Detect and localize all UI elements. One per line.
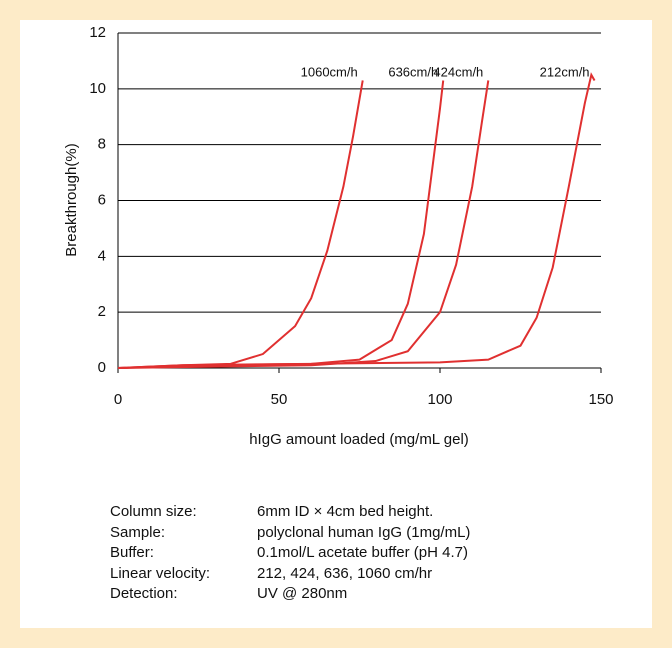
y-tick-label: 6 xyxy=(98,191,106,208)
series-label: 212cm/h xyxy=(540,64,590,79)
y-tick-label: 2 xyxy=(98,303,106,320)
note-key: Sample: xyxy=(110,523,166,541)
y-tick-label: 0 xyxy=(98,359,106,376)
note-row: Detection: UV @ 280nm xyxy=(110,584,470,605)
note-value: UV @ 280nm xyxy=(257,585,348,602)
series-label: 636cm/h xyxy=(388,64,438,79)
notes: Column size: 6mm ID × 4cm bed height. Samp… xyxy=(110,502,470,605)
note-key: Buffer: xyxy=(110,544,154,561)
y-tick-label: 12 xyxy=(89,24,106,41)
y-axis-label: Breakthrough(%) xyxy=(63,143,80,256)
note-value: 212, 424, 636, 1060 cm/hr xyxy=(257,564,433,582)
note-value: 0.1mol/L acetate buffer (pH 4.7) xyxy=(257,544,468,561)
x-axis-label: hIgG amount loaded (mg/mL gel) xyxy=(249,431,469,448)
x-tick-label: 100 xyxy=(427,391,452,408)
note-row: Linear velocity: 212, 424, 636, 1060 cm/h… xyxy=(110,564,470,585)
series-line xyxy=(117,80,490,369)
panel xyxy=(20,20,652,628)
note-value: 6mm ID × 4cm bed height. xyxy=(257,503,434,520)
y-tick-label: 10 xyxy=(89,80,106,97)
series-line xyxy=(117,72,596,369)
note-key: Linear velocity: xyxy=(110,564,211,582)
chart: Breakthrough(%) hIgG amount loaded (mg/m… xyxy=(63,24,614,448)
series-line xyxy=(117,80,445,369)
note-value: polyclonal human IgG (1mg/mL) xyxy=(257,523,471,541)
note-row: Column size: 6mm ID × 4cm bed height. xyxy=(110,502,470,523)
note-row: Buffer: 0.1mol/L acetate buffer (pH 4.7) xyxy=(110,543,470,564)
note-key: Column size: xyxy=(110,503,197,520)
y-tick-label: 4 xyxy=(98,247,106,264)
y-tick-label: 8 xyxy=(98,136,106,153)
series-label: 1060cm/h xyxy=(301,64,358,79)
x-tick-label: 150 xyxy=(588,391,613,408)
x-tick-label: 50 xyxy=(271,391,288,408)
x-tick-label: 0 xyxy=(114,391,122,408)
note-key: Detection: xyxy=(110,585,178,602)
series-label: 424cm/h xyxy=(433,64,483,79)
note-row: Sample: polyclonal human IgG (1mg/mL) xyxy=(110,523,470,544)
series-line xyxy=(117,80,364,369)
